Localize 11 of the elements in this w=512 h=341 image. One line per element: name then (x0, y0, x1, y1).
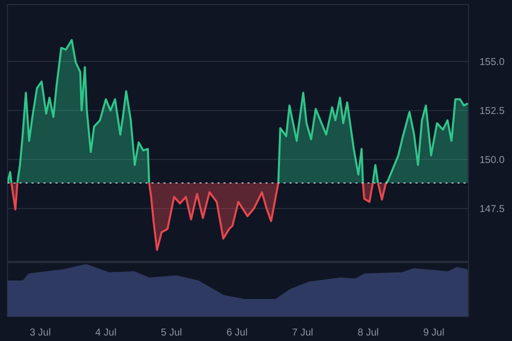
x-tick-label: 4 Jul (95, 328, 116, 338)
y-tick-label: 152.5 (480, 106, 505, 117)
y-tick-label: 150.0 (480, 154, 505, 166)
x-tick-label: 3 Jul (30, 328, 51, 338)
x-tick-label: 9 Jul (423, 328, 444, 338)
x-tick-label: 6 Jul (226, 328, 248, 338)
x-tick-label: 5 Jul (160, 328, 182, 338)
y-tick-label: 155.0 (480, 56, 505, 68)
x-tick-label: 7 Jul (292, 328, 314, 338)
y-tick-label: 147.5 (480, 204, 505, 216)
x-tick-label: 8 Jul (358, 328, 379, 338)
